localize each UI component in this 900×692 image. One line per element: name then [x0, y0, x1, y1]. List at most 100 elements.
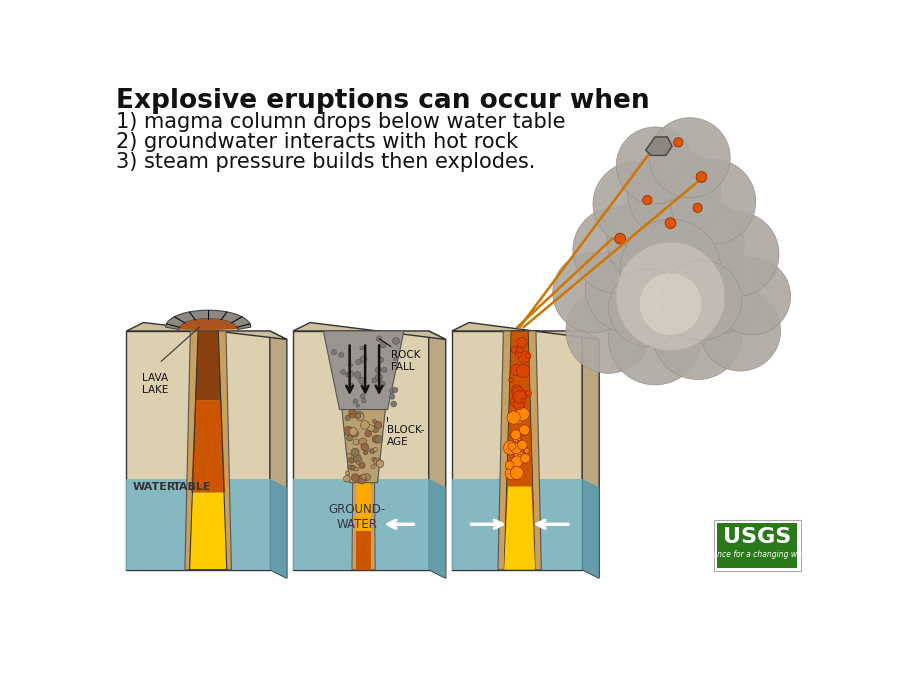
- Polygon shape: [498, 331, 542, 570]
- Circle shape: [364, 430, 372, 437]
- Circle shape: [356, 359, 361, 365]
- Polygon shape: [717, 523, 796, 568]
- Circle shape: [376, 460, 382, 466]
- Circle shape: [351, 430, 358, 437]
- Polygon shape: [504, 486, 536, 570]
- Polygon shape: [179, 319, 238, 331]
- Circle shape: [510, 397, 521, 407]
- Text: 3) steam pressure builds then explodes.: 3) steam pressure builds then explodes.: [116, 152, 536, 172]
- Circle shape: [520, 454, 530, 463]
- Circle shape: [376, 460, 384, 468]
- Polygon shape: [452, 331, 582, 570]
- Circle shape: [615, 233, 626, 244]
- Circle shape: [372, 426, 379, 432]
- Polygon shape: [452, 322, 599, 340]
- Circle shape: [670, 159, 756, 244]
- Circle shape: [616, 242, 724, 350]
- Circle shape: [516, 351, 522, 357]
- Circle shape: [643, 195, 652, 205]
- Polygon shape: [293, 479, 428, 570]
- Circle shape: [508, 378, 514, 383]
- Circle shape: [553, 253, 634, 333]
- Circle shape: [526, 390, 531, 397]
- Circle shape: [382, 367, 387, 372]
- Circle shape: [356, 457, 362, 464]
- Circle shape: [364, 448, 369, 452]
- Text: BLOCK-
AGE: BLOCK- AGE: [387, 425, 425, 446]
- Circle shape: [511, 450, 517, 455]
- Circle shape: [700, 291, 780, 371]
- Circle shape: [356, 411, 364, 419]
- Polygon shape: [270, 331, 287, 578]
- Circle shape: [513, 390, 526, 403]
- Circle shape: [367, 425, 374, 432]
- Circle shape: [340, 370, 346, 374]
- Circle shape: [392, 387, 398, 392]
- Text: 1) magma column drops below water table: 1) magma column drops below water table: [116, 111, 566, 131]
- Circle shape: [338, 352, 344, 357]
- Circle shape: [518, 351, 530, 363]
- Circle shape: [378, 357, 383, 363]
- Circle shape: [331, 349, 337, 355]
- Circle shape: [380, 381, 385, 387]
- Circle shape: [620, 219, 721, 320]
- Circle shape: [667, 242, 760, 335]
- Circle shape: [693, 203, 702, 212]
- Polygon shape: [352, 471, 375, 570]
- Circle shape: [374, 458, 382, 466]
- Circle shape: [364, 473, 370, 481]
- Text: LAVA
LAKE: LAVA LAKE: [142, 373, 168, 395]
- Circle shape: [375, 374, 382, 381]
- Text: GROUND-
WATER: GROUND- WATER: [328, 502, 386, 531]
- Circle shape: [351, 448, 359, 456]
- Circle shape: [673, 138, 683, 147]
- Circle shape: [361, 474, 366, 480]
- Polygon shape: [190, 493, 227, 570]
- Circle shape: [505, 467, 518, 480]
- Circle shape: [390, 388, 395, 394]
- Circle shape: [517, 347, 523, 353]
- Circle shape: [371, 465, 374, 468]
- Circle shape: [573, 207, 660, 293]
- Circle shape: [513, 430, 518, 436]
- Circle shape: [357, 475, 366, 484]
- Circle shape: [393, 357, 397, 361]
- Circle shape: [349, 428, 357, 436]
- Circle shape: [355, 467, 358, 471]
- Circle shape: [353, 454, 361, 462]
- Text: 2) groundwater interacts with hot rock: 2) groundwater interacts with hot rock: [116, 131, 518, 152]
- Polygon shape: [126, 322, 287, 340]
- Circle shape: [519, 425, 530, 435]
- Polygon shape: [342, 410, 385, 483]
- Circle shape: [390, 394, 395, 399]
- Polygon shape: [714, 520, 801, 571]
- Circle shape: [359, 462, 365, 468]
- Circle shape: [566, 289, 651, 373]
- Circle shape: [593, 161, 679, 246]
- Circle shape: [364, 450, 368, 455]
- Circle shape: [376, 336, 382, 341]
- Circle shape: [640, 273, 701, 335]
- Text: ROCK
FALL: ROCK FALL: [391, 350, 420, 372]
- Circle shape: [344, 426, 353, 435]
- Circle shape: [350, 465, 356, 471]
- Circle shape: [518, 455, 522, 459]
- Circle shape: [392, 338, 400, 345]
- Circle shape: [360, 394, 365, 399]
- Circle shape: [515, 462, 520, 466]
- Circle shape: [521, 398, 526, 403]
- Circle shape: [348, 363, 353, 367]
- Circle shape: [348, 457, 355, 463]
- Circle shape: [608, 269, 686, 347]
- Circle shape: [696, 172, 706, 183]
- Polygon shape: [126, 331, 270, 570]
- Polygon shape: [356, 531, 372, 570]
- Circle shape: [513, 367, 522, 376]
- Polygon shape: [428, 331, 446, 578]
- Circle shape: [513, 399, 525, 410]
- Circle shape: [662, 260, 742, 340]
- Circle shape: [514, 451, 524, 460]
- Circle shape: [358, 377, 365, 384]
- Polygon shape: [195, 331, 221, 400]
- Circle shape: [370, 448, 374, 454]
